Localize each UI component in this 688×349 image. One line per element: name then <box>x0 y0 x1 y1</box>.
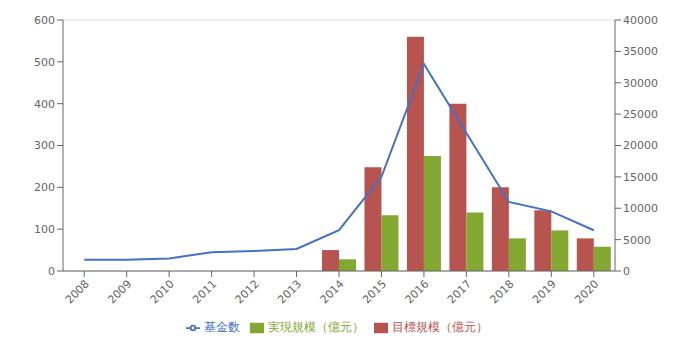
svg-text:35000: 35000 <box>623 45 658 58</box>
svg-text:2020: 2020 <box>572 277 601 306</box>
svg-text:2011: 2011 <box>190 277 219 306</box>
svg-text:0: 0 <box>48 265 55 278</box>
svg-text:2009: 2009 <box>105 277 134 306</box>
svg-text:100: 100 <box>34 223 55 236</box>
html-text:目標規模（億元）: 目標規模（億元） <box>391 320 488 334</box>
svg-text:15000: 15000 <box>623 171 658 184</box>
svg-text:10000: 10000 <box>623 202 658 215</box>
svg-text:2019: 2019 <box>530 277 559 306</box>
svg-text:2017: 2017 <box>445 277 474 306</box>
svg-text:2015: 2015 <box>360 277 389 306</box>
svg-text:2012: 2012 <box>233 277 262 306</box>
html-text:実現規模（億元）: 実現規模（億元） <box>267 320 364 334</box>
svg-text:400: 400 <box>34 98 55 111</box>
svg-text:5000: 5000 <box>623 234 651 247</box>
svg-text:2013: 2013 <box>275 277 304 306</box>
svg-text:2008: 2008 <box>63 277 92 306</box>
svg-text:20000: 20000 <box>623 139 658 152</box>
html-text:基金数: 基金数 <box>203 320 240 334</box>
svg-text:200: 200 <box>34 181 55 194</box>
svg-text:40000: 40000 <box>623 14 658 27</box>
svg-text:2010: 2010 <box>148 277 177 306</box>
svg-text:600: 600 <box>34 14 55 27</box>
svg-text:2014: 2014 <box>318 277 347 306</box>
svg-text:25000: 25000 <box>623 108 658 121</box>
svg-text:500: 500 <box>34 56 55 69</box>
svg-text:2018: 2018 <box>487 277 516 306</box>
svg-text:300: 300 <box>34 139 55 152</box>
svg-text:2016: 2016 <box>403 277 432 306</box>
svg-text:0: 0 <box>623 265 630 278</box>
svg-text:30000: 30000 <box>623 77 658 90</box>
